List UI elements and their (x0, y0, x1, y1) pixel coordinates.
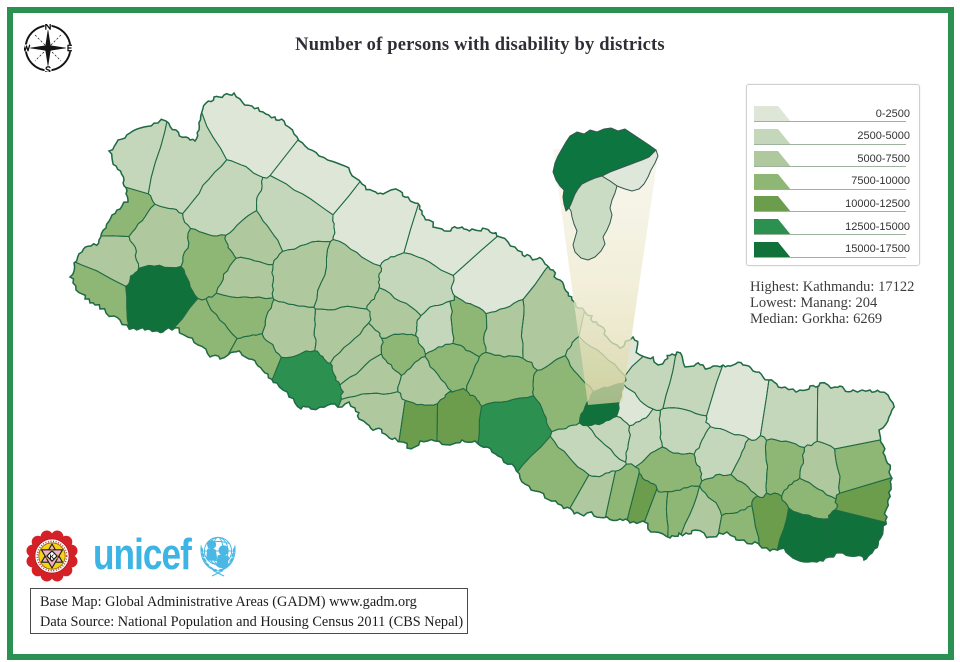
svg-text:K: K (50, 554, 55, 561)
